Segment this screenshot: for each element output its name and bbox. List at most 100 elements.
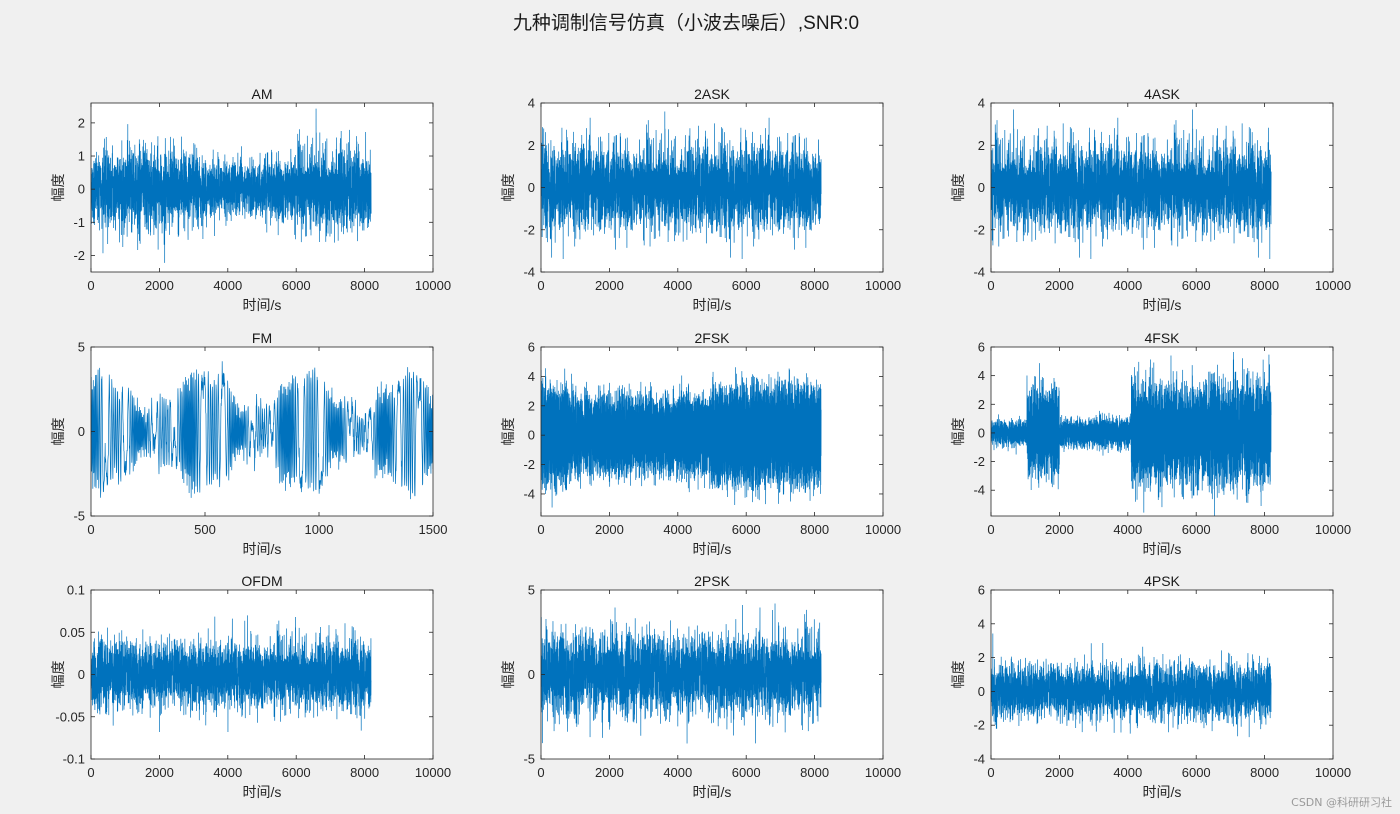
y-axis-label: 幅度	[500, 174, 516, 202]
x-tick-label: 8000	[1250, 278, 1279, 293]
y-tick-label: -4	[973, 265, 985, 280]
x-tick-label: 0	[537, 765, 544, 780]
y-tick-label: -4	[973, 483, 985, 498]
y-tick-label: -2	[973, 222, 985, 237]
x-tick-label: 2000	[145, 765, 174, 780]
y-tick-label: 4	[528, 369, 535, 384]
x-tick-label: 10000	[865, 522, 901, 537]
x-tick-label: 10000	[1315, 765, 1351, 780]
y-tick-label: 6	[978, 340, 985, 355]
x-tick-label: 6000	[1182, 765, 1211, 780]
x-tick-label: 8000	[1250, 522, 1279, 537]
subplot-title: 2ASK	[694, 86, 730, 102]
x-tick-label: 2000	[145, 278, 174, 293]
x-axis-label: 时间/s	[243, 541, 282, 557]
x-tick-label: 8000	[800, 765, 829, 780]
y-tick-label: -0.05	[55, 709, 85, 724]
y-tick-label: 1	[78, 149, 85, 164]
x-tick-label: 2000	[595, 278, 624, 293]
x-tick-label: 10000	[415, 765, 451, 780]
x-tick-label: 4000	[663, 278, 692, 293]
y-tick-label: 6	[528, 340, 535, 355]
y-tick-label: 0	[978, 425, 985, 440]
y-tick-label: 4	[528, 96, 535, 111]
x-tick-label: 8000	[1250, 765, 1279, 780]
y-axis-label: 幅度	[950, 174, 966, 202]
x-axis-label: 时间/s	[243, 297, 282, 313]
y-tick-label: 5	[528, 583, 535, 598]
y-tick-label: -0.1	[63, 752, 85, 767]
x-tick-label: 8000	[800, 522, 829, 537]
y-tick-label: 0	[978, 180, 985, 195]
y-tick-label: 2	[528, 398, 535, 413]
axes-box	[990, 589, 1334, 760]
y-tick-label: 2	[78, 115, 85, 130]
subplot-title: 2FSK	[694, 330, 730, 346]
series-line	[541, 603, 822, 744]
plot-area	[991, 590, 1333, 759]
x-tick-label: 4000	[1113, 278, 1142, 293]
x-axis-label: 时间/s	[1143, 297, 1182, 313]
y-tick-label: -2	[523, 457, 535, 472]
x-tick-label: 8000	[800, 278, 829, 293]
y-tick-label: 0	[528, 667, 535, 682]
x-tick-label: 8000	[350, 765, 379, 780]
x-tick-label: 10000	[1315, 278, 1351, 293]
y-tick-label: 4	[978, 368, 985, 383]
subplot-title: AM	[252, 86, 273, 102]
watermark: CSDN @科研研习社	[1291, 796, 1392, 809]
x-tick-label: 2000	[1045, 278, 1074, 293]
x-axis-label: 时间/s	[243, 784, 282, 800]
series-line	[541, 111, 822, 259]
y-axis-label: 幅度	[500, 661, 516, 689]
y-tick-label: -2	[973, 454, 985, 469]
y-tick-label: 0	[78, 424, 85, 439]
y-tick-label: 0	[78, 667, 85, 682]
y-tick-label: -1	[73, 215, 85, 230]
subplot-title: 4FSK	[1144, 330, 1180, 346]
x-tick-label: 6000	[732, 278, 761, 293]
x-tick-label: 0	[87, 278, 94, 293]
subplot-title: 4PSK	[1144, 573, 1180, 589]
subplot-title: 4ASK	[1144, 86, 1180, 102]
y-tick-label: 6	[978, 583, 985, 598]
x-tick-label: 1500	[419, 522, 448, 537]
y-tick-label: -2	[973, 718, 985, 733]
x-tick-label: 2000	[595, 522, 624, 537]
y-axis-label: 幅度	[50, 661, 66, 689]
x-tick-label: 6000	[282, 765, 311, 780]
y-tick-label: -4	[523, 265, 535, 280]
x-tick-label: 4000	[663, 522, 692, 537]
x-tick-label: 2000	[1045, 765, 1074, 780]
y-tick-label: 0	[528, 180, 535, 195]
y-tick-label: 2	[978, 650, 985, 665]
y-axis-label: 幅度	[50, 418, 66, 446]
series-line	[991, 633, 1272, 738]
x-tick-label: 6000	[1182, 278, 1211, 293]
x-tick-label: 0	[987, 765, 994, 780]
x-tick-label: 6000	[282, 278, 311, 293]
x-tick-label: 0	[87, 522, 94, 537]
x-tick-label: 10000	[1315, 522, 1351, 537]
x-tick-label: 10000	[865, 278, 901, 293]
y-tick-label: -2	[73, 248, 85, 263]
subplot-title: OFDM	[241, 573, 282, 589]
y-axis-label: 幅度	[500, 418, 516, 446]
y-tick-label: 0.05	[60, 625, 85, 640]
x-tick-label: 4000	[213, 278, 242, 293]
x-axis-label: 时间/s	[693, 784, 732, 800]
x-tick-label: 1000	[305, 522, 334, 537]
series-line	[91, 108, 372, 263]
x-axis-label: 时间/s	[1143, 541, 1182, 557]
x-tick-label: 0	[87, 765, 94, 780]
subplot-ofdm: 0 2000 4000 6000 8000 10000 -0.1 -0.05 0 0.05 0.1 O…	[50, 573, 451, 800]
subplot-4ask: 0 2000 4000 6000 8000 10000 -4 -2 0 2 4 4ASK 时间/s 幅度	[950, 86, 1351, 313]
x-tick-label: 0	[987, 278, 994, 293]
y-tick-label: 0	[528, 428, 535, 443]
x-tick-label: 10000	[865, 765, 901, 780]
subplot-title: 2PSK	[694, 573, 730, 589]
y-tick-label: 2	[978, 397, 985, 412]
